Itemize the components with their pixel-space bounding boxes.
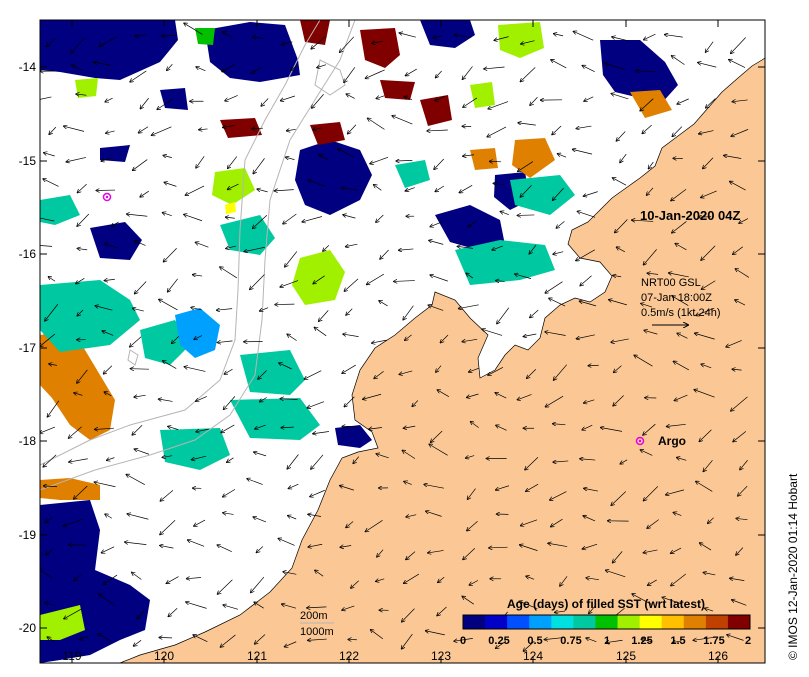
y-tick-label: -18 [19, 434, 37, 448]
colorbar-swatch [728, 615, 751, 629]
colorbar-tick: 2 [745, 635, 751, 647]
contour-1000-label: 1000m [300, 626, 334, 638]
colorbar-swatch [507, 615, 530, 629]
x-tick-label: 121 [247, 649, 267, 663]
y-tick-label: -17 [19, 341, 37, 355]
y-tick-label: -19 [19, 528, 37, 542]
y-tick-label: -16 [19, 247, 37, 261]
colorbar-swatch [463, 615, 486, 629]
colorbar-swatch [684, 615, 707, 629]
colorbar-tick: 1.25 [631, 635, 652, 647]
colorbar-tick: 0.5 [527, 635, 542, 647]
colorbar-swatch [595, 615, 618, 629]
colorbar-swatches [463, 615, 751, 629]
current-time-label: 07-Jan 18:00Z [641, 292, 712, 304]
y-tick-label: -15 [19, 154, 37, 168]
x-tick-label: 122 [339, 649, 359, 663]
x-tick-label: 119 [62, 649, 81, 663]
colorbar-swatch [662, 615, 685, 629]
argo-label: Argo [658, 434, 686, 448]
x-tick-label: 124 [523, 649, 543, 663]
current-scale-label: 0.5m/s (1kt 24h) [641, 307, 720, 319]
y-tick-label: -14 [19, 60, 37, 74]
colorbar-swatch [573, 615, 596, 629]
timestamp-label: 10-Jan-2020 04Z [640, 208, 741, 223]
colorbar-swatch [551, 615, 574, 629]
colorbar-swatch [640, 615, 663, 629]
colorbar-tick: 0.25 [488, 635, 509, 647]
x-tick-label: 125 [616, 649, 636, 663]
x-tick-label: 120 [154, 649, 174, 663]
x-tick-label: 123 [431, 649, 451, 663]
current-product-label: NRT00 GSL [641, 277, 701, 289]
y-tick-label: -20 [19, 621, 37, 635]
colorbar-tick: 1 [604, 635, 610, 647]
colorbar-swatch [706, 615, 729, 629]
colorbar-tick: 1.75 [703, 635, 724, 647]
colorbar-swatch [529, 615, 552, 629]
colorbar-tick: 0.75 [560, 635, 581, 647]
colorbar-title: Age (days) of filled SST (wrt latest) [507, 597, 705, 611]
credit-label: © IMOS 12-Jan-2020 01:14 Hobart [786, 474, 800, 660]
x-tick-label: 126 [708, 649, 728, 663]
colorbar-tick: 0 [460, 635, 466, 647]
colorbar-swatch [485, 615, 508, 629]
colorbar-tick: 1.5 [670, 635, 685, 647]
colorbar-swatch [618, 615, 641, 629]
contour-200-label: 200m [300, 610, 328, 622]
